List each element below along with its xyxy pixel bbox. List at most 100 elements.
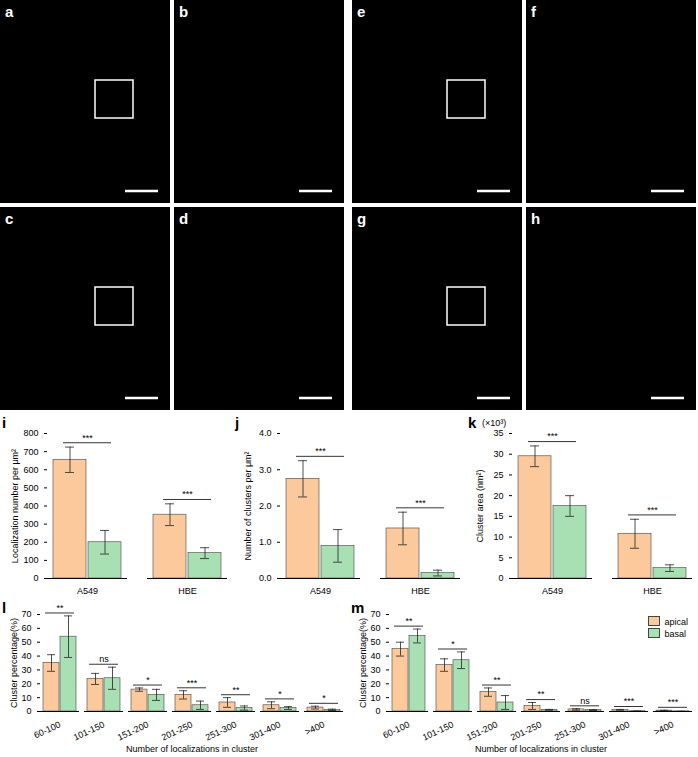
- svg-text:***: ***: [668, 697, 679, 707]
- svg-text:301-400: 301-400: [248, 719, 282, 742]
- svg-text:30: 30: [493, 449, 503, 459]
- svg-text:101-150: 101-150: [421, 719, 455, 742]
- html-text:b: b: [179, 3, 189, 20]
- svg-text:**: **: [232, 685, 240, 695]
- svg-text:201-250: 201-250: [509, 719, 543, 742]
- svg-text:HBE: HBE: [411, 586, 430, 596]
- svg-text:ns: ns: [99, 654, 109, 664]
- svg-text:**: **: [405, 616, 413, 626]
- html-text:h: h: [531, 210, 541, 227]
- svg-text:50: 50: [370, 637, 380, 647]
- svg-text:201-250: 201-250: [160, 719, 194, 742]
- svg-text:100: 100: [23, 555, 38, 565]
- html-text:d: d: [179, 210, 189, 227]
- svg-text:400: 400: [23, 501, 38, 511]
- svg-text:600: 600: [23, 465, 38, 475]
- svg-text:**: **: [56, 603, 64, 613]
- svg-text:251-300: 251-300: [204, 719, 238, 742]
- html-text:apical: apical: [664, 617, 688, 627]
- svg-text:200: 200: [23, 537, 38, 547]
- svg-text:700: 700: [23, 447, 38, 457]
- svg-text:***: ***: [82, 433, 93, 443]
- svg-text:0.0: 0.0: [259, 573, 272, 583]
- html-text:basal: basal: [664, 629, 686, 639]
- html-text:i: i: [2, 414, 7, 431]
- svg-text:70: 70: [370, 609, 380, 619]
- svg-text:20: 20: [370, 679, 380, 689]
- svg-text:Number of localizations in clu: Number of localizations in cluster: [126, 744, 258, 754]
- svg-text:20: 20: [493, 491, 503, 501]
- svg-text:10: 10: [493, 532, 503, 542]
- svg-text:40: 40: [370, 651, 380, 661]
- svg-text:50: 50: [21, 637, 31, 647]
- svg-text:***: ***: [415, 498, 426, 508]
- svg-text:2.0: 2.0: [259, 501, 272, 511]
- svg-text:300: 300: [23, 519, 38, 529]
- svg-text:0: 0: [375, 706, 380, 716]
- svg-text:Number of localizations in clu: Number of localizations in cluster: [475, 744, 607, 754]
- svg-text:30: 30: [370, 665, 380, 675]
- html-text:f: f: [531, 3, 536, 20]
- svg-text:151-200: 151-200: [465, 719, 499, 742]
- svg-text:25: 25: [493, 470, 503, 480]
- html-text:c: c: [5, 210, 14, 227]
- svg-text:3.0: 3.0: [259, 465, 272, 475]
- svg-text:5: 5: [498, 553, 503, 563]
- svg-text:***: ***: [182, 489, 193, 499]
- svg-text:**: **: [493, 675, 501, 685]
- svg-text:30: 30: [21, 665, 31, 675]
- svg-text:>400: >400: [303, 719, 326, 737]
- svg-text:500: 500: [23, 483, 38, 493]
- svg-text:60: 60: [21, 623, 31, 633]
- svg-text:***: ***: [315, 446, 326, 456]
- svg-text:0: 0: [33, 573, 38, 583]
- svg-text:***: ***: [187, 678, 198, 688]
- svg-text:0: 0: [498, 573, 503, 583]
- html-text:e: e: [357, 3, 366, 20]
- svg-text:Cluster percentage(%): Cluster percentage(%): [9, 618, 19, 708]
- svg-text:Localization number per μm²: Localization number per μm²: [10, 449, 20, 563]
- svg-text:***: ***: [547, 431, 558, 441]
- svg-text:151-200: 151-200: [116, 719, 150, 742]
- svg-text:***: ***: [647, 505, 658, 515]
- svg-text:*: *: [322, 693, 326, 703]
- svg-text:*: *: [451, 639, 455, 649]
- svg-text:1.0: 1.0: [259, 537, 272, 547]
- svg-text:ns: ns: [580, 696, 590, 706]
- html-text:k (×10³): k (×10³): [468, 414, 507, 431]
- svg-text:HBE: HBE: [178, 586, 197, 596]
- svg-text:*: *: [146, 675, 150, 685]
- svg-text:60-100: 60-100: [381, 719, 411, 740]
- svg-text:60: 60: [370, 623, 380, 633]
- html-text:a: a: [5, 3, 14, 20]
- svg-text:10: 10: [370, 693, 380, 703]
- svg-text:**: **: [537, 689, 545, 699]
- svg-text:*: *: [278, 689, 282, 699]
- svg-text:A549: A549: [310, 586, 331, 596]
- html-text:l: l: [2, 599, 7, 616]
- svg-text:Number of clusters per μm²: Number of clusters per μm²: [243, 451, 253, 560]
- svg-text:301-400: 301-400: [597, 719, 631, 742]
- svg-text:A549: A549: [77, 586, 98, 596]
- svg-text:40: 40: [21, 651, 31, 661]
- svg-text:101-150: 101-150: [72, 719, 106, 742]
- html-text:m: m: [351, 599, 365, 616]
- svg-text:HBE: HBE: [643, 586, 662, 596]
- svg-text:10: 10: [21, 693, 31, 703]
- svg-text:35: 35: [493, 428, 503, 438]
- svg-text:800: 800: [23, 428, 38, 438]
- html-text:g: g: [357, 210, 367, 227]
- svg-text:A549: A549: [542, 586, 563, 596]
- svg-text:60-100: 60-100: [32, 719, 62, 740]
- svg-text:Cluster area (nm²): Cluster area (nm²): [475, 469, 485, 542]
- svg-text:4.0: 4.0: [259, 428, 272, 438]
- svg-text:Cluster percentage(%): Cluster percentage(%): [358, 618, 368, 708]
- svg-text:0: 0: [26, 706, 31, 716]
- svg-text:70: 70: [21, 609, 31, 619]
- svg-text:15: 15: [493, 511, 503, 521]
- svg-text:***: ***: [624, 696, 635, 706]
- html-text:j: j: [235, 414, 240, 431]
- svg-text:>400: >400: [652, 719, 675, 737]
- svg-text:251-300: 251-300: [553, 719, 587, 742]
- svg-text:20: 20: [21, 679, 31, 689]
